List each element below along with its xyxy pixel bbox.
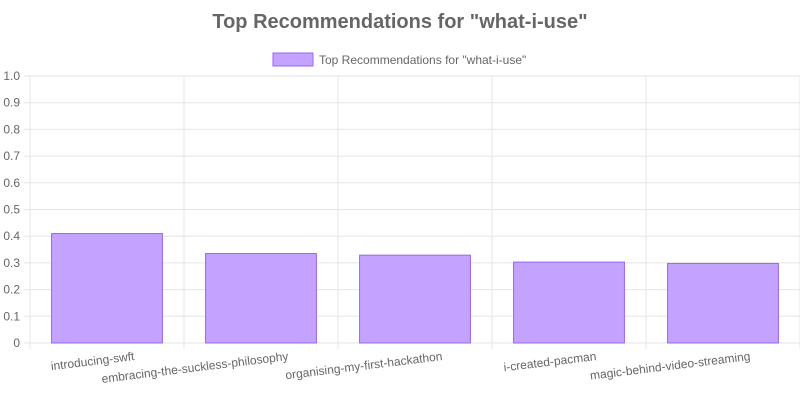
x-tick-label: magic-behind-video-streaming [589, 349, 751, 383]
legend-label: Top Recommendations for "what-i-use" [319, 53, 526, 67]
legend-swatch [272, 52, 314, 67]
bars [51, 233, 779, 344]
y-tick-label: 0.3 [3, 256, 20, 270]
x-tick-label: organising-my-first-hackathon [285, 349, 444, 382]
y-axis-ticks: 0 0.1 0.2 0.3 0.4 0.5 0.6 0.7 0.8 0.9 1.0 [3, 69, 20, 350]
bar [667, 262, 779, 344]
bar [205, 253, 317, 344]
bar [513, 261, 625, 344]
y-tick-label: 0.5 [3, 203, 20, 217]
y-tick-label: 1.0 [3, 69, 20, 83]
bar [359, 254, 471, 344]
y-tick-label: 0 [13, 336, 20, 350]
x-tick-label: i-created-pacman [503, 349, 597, 374]
y-tick-label: 0.9 [3, 96, 20, 110]
chart-title: Top Recommendations for "what-i-use" [212, 11, 587, 33]
y-tick-label: 0.8 [3, 122, 20, 136]
bar [51, 233, 163, 344]
x-axis-labels: introducing-swftembracing-the-suckless-p… [50, 349, 751, 386]
y-tick-label: 0.7 [3, 149, 20, 163]
legend[interactable]: Top Recommendations for "what-i-use" [272, 52, 526, 67]
y-tick-label: 0.1 [3, 309, 20, 323]
y-tick-label: 0.6 [3, 176, 20, 190]
y-tick-label: 0.4 [3, 229, 20, 243]
y-tick-label: 0.2 [3, 283, 20, 297]
